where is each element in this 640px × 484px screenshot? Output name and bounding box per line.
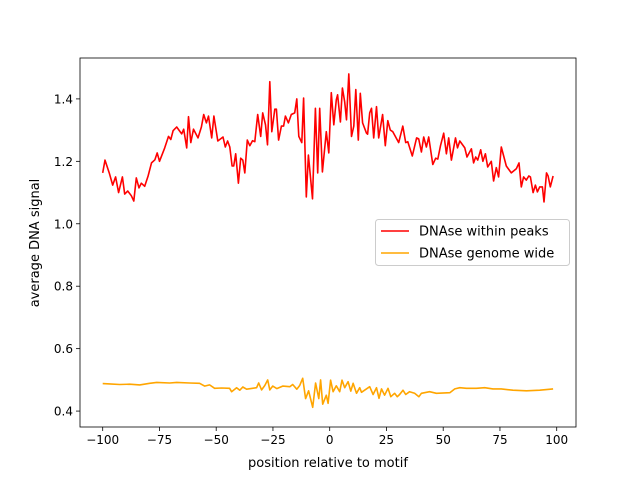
x-tick-label: −25 — [260, 433, 285, 447]
x-tick-label: −75 — [147, 433, 172, 447]
y-tick-label: 0.4 — [54, 405, 73, 419]
x-tick-label: 100 — [545, 433, 568, 447]
x-tick-label: −100 — [86, 433, 119, 447]
y-tick-label: 1.2 — [54, 155, 73, 169]
x-tick-label: −50 — [204, 433, 229, 447]
x-tick-label: 25 — [379, 433, 394, 447]
legend-label-genome-wide: DNAse genome wide — [419, 247, 554, 262]
legend-box — [375, 219, 570, 266]
x-tick-label: 75 — [492, 433, 507, 447]
x-tick-label: 50 — [436, 433, 451, 447]
series-layer — [101, 73, 554, 409]
y-tick-label: 0.6 — [54, 342, 73, 356]
x-axis-label: position relative to motif — [248, 456, 408, 471]
x-axis-ticks: −100 −75 −50 −25 0 25 50 75 100 — [86, 427, 568, 447]
series-line-0 — [101, 73, 554, 203]
x-tick-label: 0 — [326, 433, 334, 447]
y-axis-label: average DNA signal — [28, 179, 43, 308]
series-line-1 — [102, 377, 554, 409]
legend: DNAse within peaks DNAse genome wide — [375, 219, 570, 266]
y-tick-label: 1.0 — [54, 217, 73, 231]
axes-frame — [79, 57, 577, 428]
legend-label-within-peaks: DNAse within peaks — [419, 225, 549, 240]
y-axis-ticks: 0.4 0.6 0.8 1.0 1.2 1.4 — [54, 92, 80, 419]
y-tick-label: 1.4 — [54, 92, 73, 106]
y-tick-label: 0.8 — [54, 280, 73, 294]
